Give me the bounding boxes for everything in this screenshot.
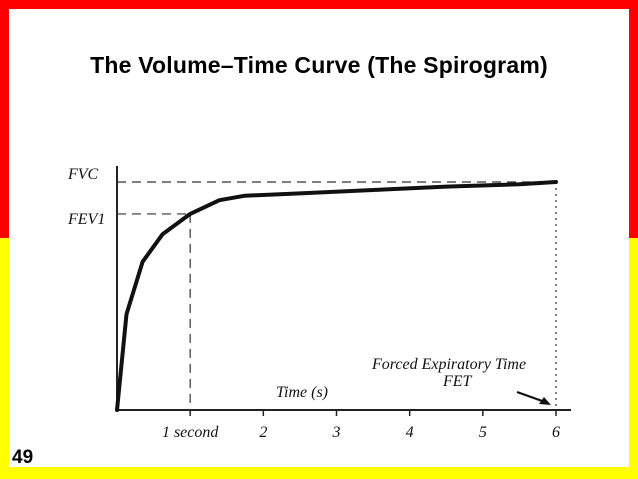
x-tick-label: 1 second <box>162 424 219 441</box>
slide-canvas <box>9 9 629 467</box>
page-number: 49 <box>12 447 34 468</box>
x-tick-label: 2 <box>259 424 267 441</box>
slide-title: The Volume–Time Curve (The Spirogram) <box>90 52 548 78</box>
x-tick-group: 1 second 2 3 4 5 6 <box>162 410 560 441</box>
x-tick-label: 6 <box>552 424 560 441</box>
x-axis-label: Time (s) <box>276 384 328 401</box>
fet-arrow-shaft <box>516 390 546 404</box>
fvc-label: FVC <box>67 166 99 183</box>
fet-annotation-line1: Forced Expiratory Time <box>371 356 526 373</box>
x-tick-label: 3 <box>332 424 341 441</box>
x-tick-label: 4 <box>406 424 414 441</box>
fet-arrow-head <box>539 397 551 405</box>
volume-time-curve <box>115 180 558 412</box>
fet-annotation-line2: FET <box>442 373 473 390</box>
fev1-label: FEV1 <box>67 211 105 228</box>
x-tick-label: 5 <box>479 424 487 441</box>
